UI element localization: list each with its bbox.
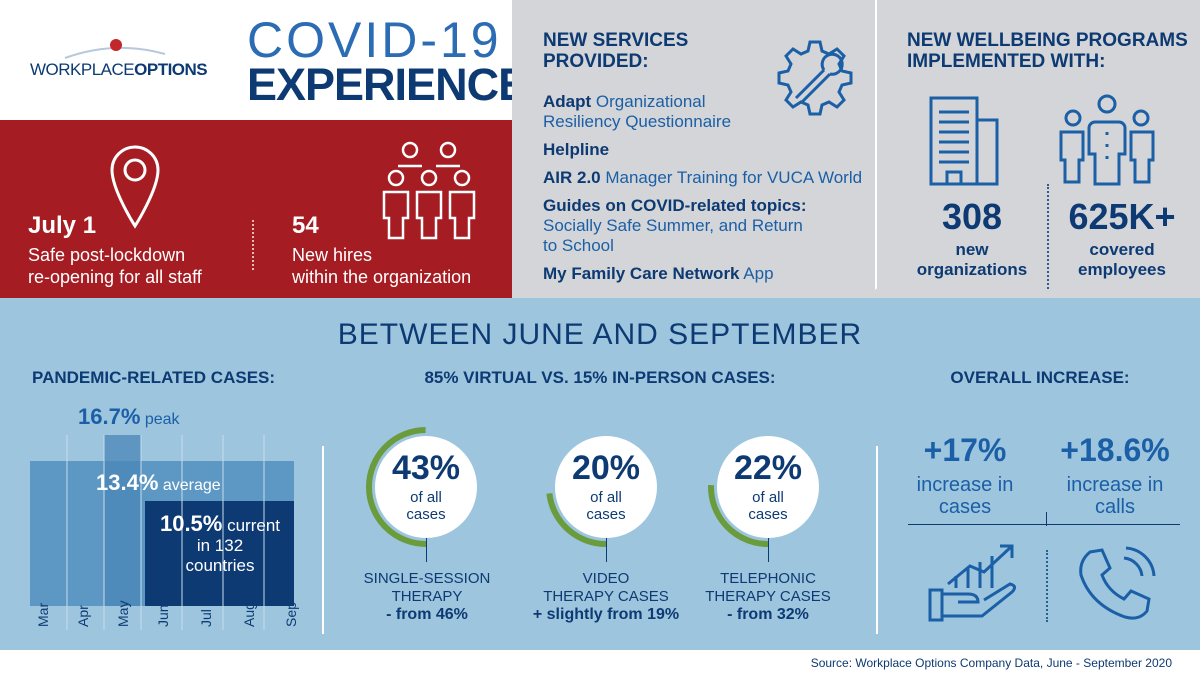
single-session-sub: of all cases — [406, 489, 446, 523]
wellbeing-heading: NEW WELLBEING PROGRAMS IMPLEMENTED WITH: — [907, 30, 1188, 72]
cases-increase-label: increase in cases — [916, 474, 1014, 518]
therapy-ring-telephonic: 22% of all cases — [704, 423, 820, 551]
month-label-may: May — [115, 600, 131, 627]
connector — [426, 538, 427, 562]
month-label-apr: Apr — [75, 605, 91, 627]
title-line2: EXPERIENCE — [247, 59, 528, 110]
gear-wrench-icon — [777, 40, 853, 116]
people-group-icon — [1059, 94, 1155, 186]
divider — [1046, 512, 1047, 526]
peak-column — [104, 435, 141, 606]
virtual-heading: 85% VIRTUAL VS. 15% IN-PERSON CASES: — [424, 368, 776, 387]
location-pin-icon — [110, 145, 160, 229]
source-text: Source: Workplace Options Company Data, … — [810, 656, 1172, 670]
video-ring — [546, 436, 657, 547]
logo-wordmark: WORKPLACEOPTIONS — [30, 60, 208, 79]
single-session-label: SINGLE-SESSION THERAPY - from 46% — [363, 570, 491, 623]
service-item-family-care: My Family Care Network App — [543, 264, 774, 283]
service-item-guides: Guides on COVID-related topics: Socially … — [543, 196, 807, 255]
month-label-jun: Jun — [155, 604, 171, 627]
telephonic-label: TELEPHONIC THERAPY CASES - from 32% — [705, 570, 831, 623]
month-label-mar: Mar — [35, 602, 51, 627]
covered-employees-label: covered employees — [1078, 240, 1166, 279]
service-item-helpline: Helpline — [543, 140, 610, 159]
service-item-adapt: Adapt Organizational Resiliency Questionn… — [543, 92, 732, 131]
team-group-icon — [382, 141, 476, 240]
single-session-value: 43% — [391, 449, 461, 487]
telephonic-sub: of all cases — [748, 489, 788, 523]
services-panel: NEW SERVICES PROVIDED: Adapt Organization… — [512, 0, 877, 298]
logo-mark-icon — [64, 39, 166, 59]
new-orgs-label: new organizations — [916, 240, 1028, 279]
calls-increase-label: increase in calls — [1066, 474, 1164, 518]
single-session-arc — [366, 427, 427, 547]
telephonic-value: 22% — [733, 449, 803, 487]
telephonic-ring — [708, 436, 819, 547]
growth-chart-hand-icon — [928, 544, 1017, 622]
therapy-ring-video: 20% of all cases — [542, 423, 658, 551]
month-label-sep: Sep — [283, 602, 299, 627]
logo-panel: WORKPLACEOPTIONS — [0, 0, 230, 120]
title-panel: COVID-19 EXPERIENCE — [230, 0, 528, 120]
wellbeing-panel: NEW WELLBEING PROGRAMS IMPLEMENTED WITH: … — [877, 0, 1200, 298]
increase-heading: OVERALL INCREASE: — [950, 368, 1130, 387]
phone-call-icon — [1079, 546, 1156, 620]
pandemic-chart — [30, 435, 294, 630]
single-session-ring — [366, 427, 477, 547]
divider — [908, 524, 1180, 525]
connector — [768, 538, 769, 562]
video-sub: of all cases — [586, 489, 626, 523]
stats-panel: BETWEEN JUNE AND SEPTEMBER PANDEMIC-RELA… — [0, 298, 1200, 650]
new-orgs-count: 308 — [941, 196, 1003, 237]
services-heading: NEW SERVICES PROVIDED: — [543, 30, 689, 72]
title-line1: COVID-19 — [247, 12, 502, 68]
building-icon — [929, 96, 999, 186]
service-item-air: AIR 2.0 Manager Training for VUCA World — [543, 168, 863, 187]
between-heading: BETWEEN JUNE AND SEPTEMBER — [337, 318, 863, 351]
new-hires-count: 54 — [292, 212, 319, 239]
calls-increase-value: +18.6% — [1060, 432, 1170, 468]
therapy-ring-single: 43% of all cases — [362, 423, 478, 551]
video-arc — [546, 493, 607, 547]
current-label: 10.5% current in 132 countries — [159, 511, 281, 576]
source-bar: Source: Workplace Options Company Data, … — [0, 650, 1200, 676]
reopen-desc: Safe post-lockdown re-opening for all sta… — [28, 245, 202, 287]
divider — [1047, 184, 1049, 289]
video-value: 20% — [571, 449, 641, 487]
current-block — [145, 501, 294, 606]
covered-employees-count: 625K+ — [1068, 196, 1176, 237]
connector — [606, 538, 607, 562]
new-hires-desc: New hires within the organization — [292, 245, 472, 287]
divider — [252, 220, 254, 270]
lockdown-panel: July 1 Safe post-lockdown re-opening for … — [0, 120, 512, 298]
peak-label: 16.7% peak — [78, 404, 180, 429]
month-label-jul: Jul — [198, 609, 214, 627]
divider — [1046, 550, 1048, 622]
average-label: 13.4% average — [96, 470, 221, 495]
divider — [876, 446, 878, 634]
divider — [322, 446, 324, 634]
telephonic-arc — [708, 485, 769, 547]
video-label: VIDEO THERAPY CASES + slightly from 19% — [532, 570, 680, 623]
month-label-aug: Aug — [241, 602, 257, 627]
pandemic-heading: PANDEMIC-RELATED CASES: — [32, 368, 276, 387]
services-list: Adapt Organizational Resiliency Questionn… — [543, 92, 863, 284]
cases-increase-value: +17% — [923, 432, 1007, 468]
reopen-date: July 1 — [28, 212, 97, 239]
